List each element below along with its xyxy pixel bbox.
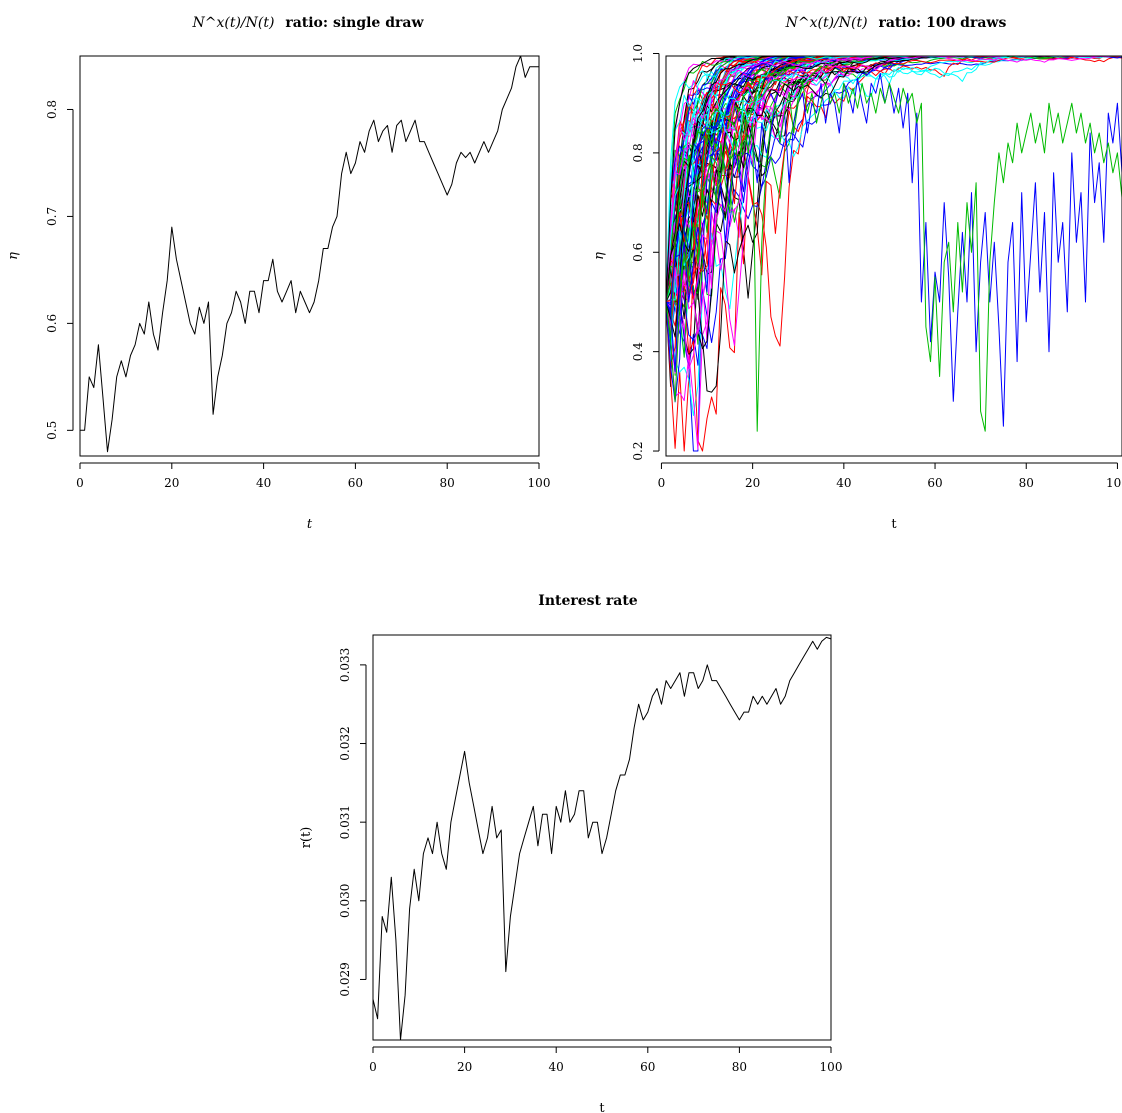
y-axis: 0.5 0.6 0.7 0.8 η (6, 100, 74, 440)
series-line-0 (80, 55, 539, 453)
draw-line-97 (665, 72, 1122, 427)
x-tick-label-0: 0 (76, 476, 84, 490)
x-tick-label-0: 0 (369, 1060, 377, 1074)
y-tick-label-2: 0.031 (338, 805, 352, 839)
draw-line-39 (665, 55, 1122, 452)
draw-line-98 (665, 82, 1122, 432)
plot-frame (79, 55, 540, 457)
series-line-0 (372, 636, 832, 1041)
series-lines (665, 55, 1122, 452)
x-tick-label-1: 20 (164, 476, 179, 490)
y-axis-label: η (592, 252, 607, 260)
series-lines (372, 636, 832, 1041)
y-tick-label-3: 0.8 (631, 143, 645, 162)
y-axis: 0.029 0.030 0.031 0.032 0.033 r(t) (299, 648, 367, 997)
y-tick-label-0: 0.2 (631, 441, 645, 460)
panel-interest-rate: Interest rate 0 20 40 60 80 100t0.0290.0300.0… (299, 593, 842, 1113)
x-tick-label-5: 100 (820, 1060, 843, 1074)
x-axis: 0 20 40 60 80 100 t (658, 462, 1122, 532)
y-tick-label-3: 0.032 (338, 726, 352, 760)
y-tick-label-1: 0.4 (631, 342, 645, 361)
draw-line-59 (665, 55, 1122, 450)
y-tick-label-3: 0.8 (45, 100, 59, 119)
x-tick-label-1: 20 (745, 476, 760, 490)
x-axis-label: t (891, 517, 897, 532)
title-math-single-draw: N^x(t)/N(t) (192, 15, 275, 31)
y-axis: 0.2 0.4 0.6 0.8 1.0 η (592, 44, 660, 461)
y-tick-label-0: 0.029 (338, 962, 352, 996)
y-axis-label: r(t) (299, 827, 314, 849)
x-tick-label-2: 40 (256, 476, 271, 490)
panel-100-draws: N^x(t)/N(t) ratio: 100 draws 0 20 40 60 80 10… (592, 15, 1122, 532)
draw-line-55 (665, 55, 1122, 452)
x-tick-label-0: 0 (658, 476, 666, 490)
panel-single-draw: N^x(t)/N(t) ratio: single draw 0 20 40 60 80… (6, 15, 550, 532)
x-tick-label-3: 60 (927, 476, 942, 490)
x-tick-label-3: 60 (640, 1060, 655, 1074)
x-tick-label-4: 80 (1019, 476, 1034, 490)
title-text-single-draw: ratio: single draw (285, 15, 424, 31)
x-tick-label-5: 100 (1106, 476, 1122, 490)
y-tick-label-4: 1.0 (631, 44, 645, 63)
draw-line-25 (665, 55, 1122, 452)
chart-title-single-draw: N^x(t)/N(t) ratio: single draw (192, 15, 425, 31)
x-tick-label-3: 60 (348, 476, 363, 490)
plot-frame (665, 55, 1122, 457)
x-axis-label: t (307, 517, 313, 532)
y-tick-label-4: 0.033 (338, 648, 352, 682)
y-tick-label-0: 0.5 (45, 421, 59, 440)
title-math-100-draws: N^x(t)/N(t) (785, 15, 868, 31)
series-lines (80, 55, 539, 453)
plot-frame (372, 634, 832, 1041)
x-tick-label-1: 20 (457, 1060, 472, 1074)
x-tick-label-5: 100 (528, 476, 551, 490)
y-tick-label-2: 0.6 (631, 243, 645, 262)
x-axis: 0 20 40 60 80 100 t (369, 1046, 843, 1113)
title-text-100-draws: ratio: 100 draws (878, 15, 1006, 31)
x-tick-label-4: 80 (440, 476, 455, 490)
x-tick-label-4: 80 (732, 1060, 747, 1074)
x-tick-label-2: 40 (549, 1060, 564, 1074)
y-tick-label-1: 0.030 (338, 884, 352, 918)
y-tick-label-1: 0.6 (45, 314, 59, 333)
x-tick-label-2: 40 (836, 476, 851, 490)
y-tick-label-2: 0.7 (45, 207, 59, 226)
x-axis-label: t (599, 1101, 605, 1113)
x-axis: 0 20 40 60 80 100 t (76, 462, 551, 532)
y-axis-label: η (6, 252, 21, 260)
chart-title-interest-rate: Interest rate (538, 593, 638, 609)
chart-title-100-draws: N^x(t)/N(t) ratio: 100 draws (785, 15, 1007, 31)
